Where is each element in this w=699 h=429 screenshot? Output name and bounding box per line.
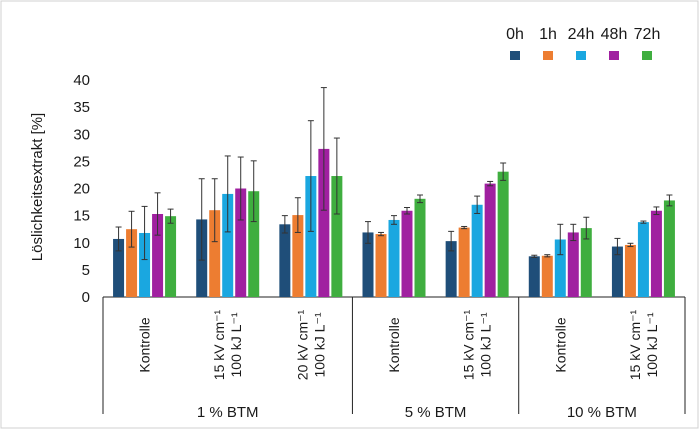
bar: [445, 241, 457, 297]
y-tick-label: 0: [82, 289, 90, 306]
x-category-label: 15 kV cm⁻¹: [211, 309, 227, 380]
y-tick-label: 40: [73, 72, 90, 89]
y-tick-label: 5: [82, 262, 90, 279]
x-category-label: Kontrolle: [552, 317, 568, 372]
bar: [541, 255, 553, 297]
bar: [375, 234, 387, 297]
bar: [305, 176, 317, 297]
bar: [126, 229, 138, 297]
x-category-label: 15 kV cm⁻¹: [627, 309, 643, 380]
x-category-label: 20 kV cm⁻¹: [294, 309, 310, 380]
bar: [279, 224, 291, 297]
bar: [497, 171, 509, 297]
legend-label: 1h: [539, 26, 557, 43]
bar: [139, 232, 151, 297]
bar: [152, 213, 164, 297]
bars: [113, 148, 675, 297]
x-category-label: 100 kJ L⁻¹: [228, 312, 244, 377]
legend-label: 24h: [568, 26, 595, 43]
x-group-label: 10 % BTM: [567, 404, 637, 421]
x-category-labels: Kontrolle 15 kV cm⁻¹ 100 kJ L⁻¹ 20 kV cm⁻¹ 1…: [137, 309, 660, 380]
bar: [611, 246, 623, 297]
y-tick-label: 25: [73, 153, 90, 170]
bar: [663, 200, 675, 297]
bar: [388, 219, 400, 297]
bar: [362, 232, 374, 297]
bar: [567, 232, 579, 297]
legend-swatch: [510, 51, 520, 60]
legend-swatch: [543, 51, 553, 60]
x-category-label: 100 kJ L⁻¹: [478, 312, 494, 377]
y-axis-label: Löslichkeitsextrakt [%]: [29, 113, 46, 261]
x-group-label: 1 % BTM: [197, 404, 259, 421]
legend-swatch: [642, 51, 652, 60]
x-group-labels: 1 % BTM 5 % BTM 10 % BTM: [197, 404, 637, 421]
y-tick-label: 30: [73, 126, 90, 143]
x-category-label: Kontrolle: [137, 317, 153, 372]
legend-label: 72h: [634, 26, 661, 43]
x-category-label: 100 kJ L⁻¹: [311, 312, 327, 377]
legend-swatch: [576, 51, 586, 60]
legend: 0h 1h 24h 48h 72h: [506, 26, 660, 60]
y-tick-label: 20: [73, 181, 90, 198]
bar: [235, 188, 247, 297]
bar: [458, 227, 470, 297]
bar: [528, 256, 540, 297]
bar: [165, 216, 177, 297]
bar: [292, 215, 304, 297]
bar: [318, 148, 330, 297]
y-tick-label: 35: [73, 99, 90, 116]
legend-swatch: [609, 51, 619, 60]
y-tick-labels: 0 5 10 15 20 25 30 35 40: [73, 72, 90, 306]
bar: [580, 228, 592, 297]
bar: [554, 239, 566, 297]
y-tick-label: 10: [73, 235, 90, 252]
bar: [331, 176, 343, 297]
x-category-label: 15 kV cm⁻¹: [461, 309, 477, 380]
bar: [414, 198, 426, 297]
bar: [637, 222, 649, 297]
bar: [209, 210, 221, 297]
x-category-label: 100 kJ L⁻¹: [644, 312, 660, 377]
bar: [484, 183, 496, 297]
bar: [401, 210, 413, 297]
bar: [113, 238, 125, 297]
legend-label: 48h: [601, 26, 628, 43]
y-tick-label: 15: [73, 208, 90, 225]
legend-label: 0h: [506, 26, 524, 43]
x-group-label: 5 % BTM: [405, 404, 467, 421]
error-bars: [115, 87, 673, 261]
bar: [248, 191, 260, 297]
bar: [222, 193, 234, 297]
bar: [650, 210, 662, 297]
bar: [624, 244, 636, 297]
x-category-label: Kontrolle: [386, 317, 402, 372]
bar: [471, 204, 483, 297]
